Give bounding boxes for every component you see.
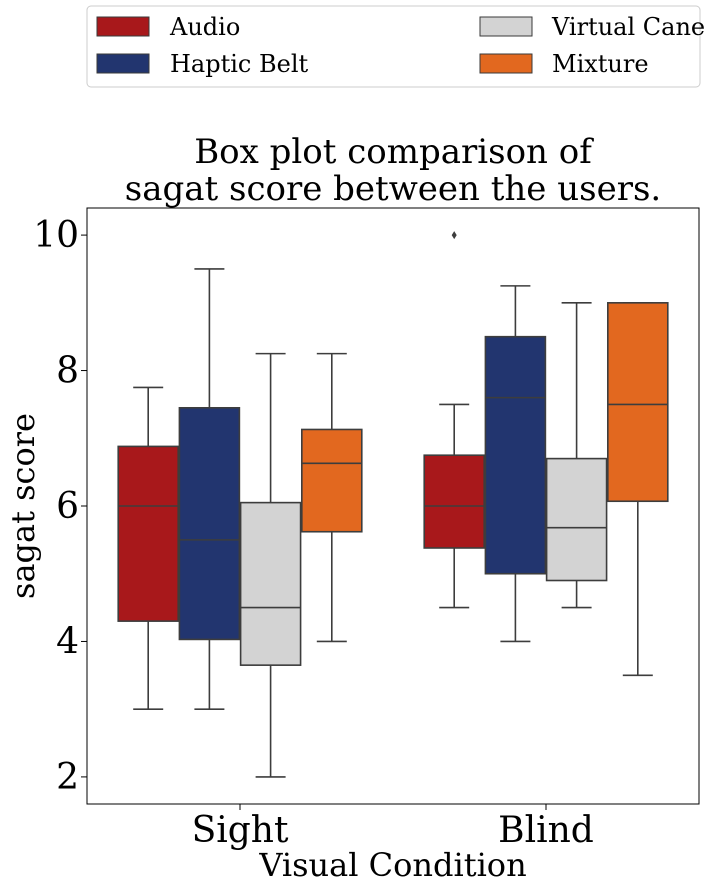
legend-swatch-mixture [479, 53, 533, 74]
chart-title-line-1: Box plot comparison of [194, 132, 594, 172]
y-tick-label: 8 [56, 351, 79, 392]
box-mixture-sight [301, 352, 363, 643]
legend: Audio Haptic Belt Virtual Cane Mixture [86, 5, 705, 88]
y-tick-label: 6 [56, 486, 79, 527]
x-tick: Sight [192, 804, 289, 851]
box-audio-blind [423, 231, 485, 609]
iqr-box [607, 302, 669, 503]
legend-swatch-audio [96, 16, 150, 37]
box-mixture-blind [607, 302, 669, 677]
y-tick: 2 [56, 757, 87, 798]
y-tick: 10 [33, 215, 87, 256]
iqr-box [545, 457, 608, 582]
x-axis: Sight Blind [192, 804, 594, 851]
iqr-box [117, 445, 179, 622]
y-tick: 4 [56, 621, 87, 662]
x-tick: Blind [498, 804, 594, 851]
iqr-box [239, 501, 302, 666]
chart-title-line-2: sagat score between the users. [125, 169, 661, 209]
y-tick-label: 2 [56, 757, 79, 798]
y-tick: 8 [56, 351, 87, 392]
iqr-box [178, 406, 241, 641]
legend-label-virtual-cane: Virtual Cane [551, 13, 705, 41]
iqr-box [423, 454, 485, 549]
y-axis-label: sagat score [4, 413, 42, 599]
x-axis-label: Visual Condition [258, 846, 526, 884]
y-tick: 6 [56, 486, 87, 527]
y-axis: 2 4 6 8 10 [33, 215, 87, 798]
legend-label-haptic-belt: Haptic Belt [170, 50, 309, 78]
legend-swatch-haptic-belt [96, 53, 150, 74]
x-tick-label-blind: Blind [498, 810, 594, 851]
box-haptic-belt-blind [484, 285, 547, 643]
legend-label-audio: Audio [169, 13, 240, 41]
x-tick-label-sight: Sight [192, 810, 289, 851]
legend-swatch-virtual-cane [479, 16, 533, 37]
boxes-layer [117, 231, 669, 778]
iqr-box [301, 428, 363, 533]
box-virtual-cane-blind [545, 302, 608, 609]
legend-frame [86, 5, 701, 88]
y-tick-label: 10 [33, 215, 79, 256]
box-audio-sight [117, 386, 179, 710]
y-tick-label: 4 [56, 621, 79, 662]
outlier-point [451, 231, 457, 240]
iqr-box [484, 335, 547, 575]
box-virtual-cane-sight [239, 352, 302, 778]
legend-label-mixture: Mixture [552, 50, 649, 78]
box-haptic-belt-sight [178, 268, 241, 710]
